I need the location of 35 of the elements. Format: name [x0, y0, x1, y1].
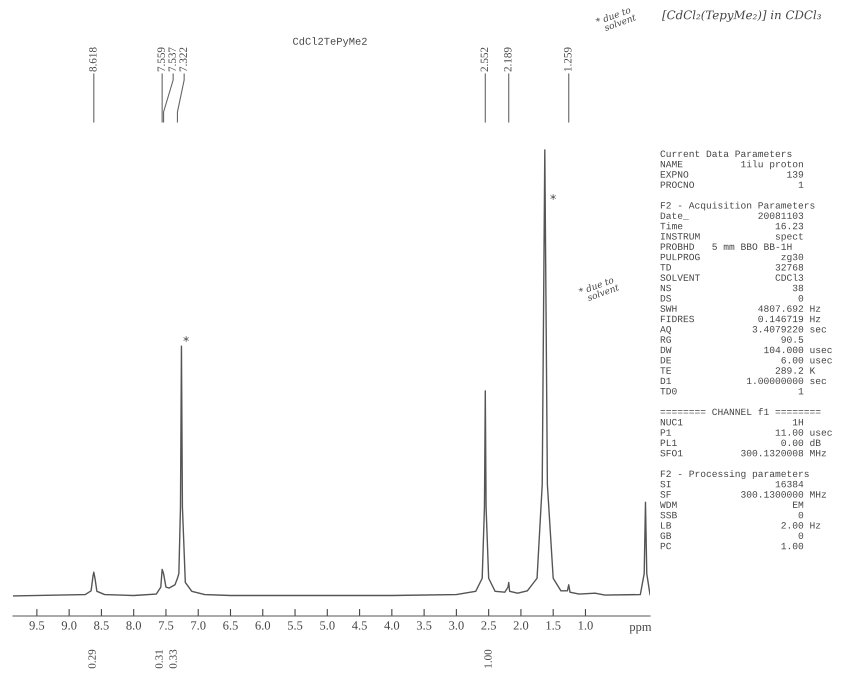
text: Current Data Parameters NAME 1ilu proton EXPNO 139 PROCNO 1 F2 - Acquisition Parameters Date_ 20081103 Time 16.23 INSTRUM spect PROBHD 5 mm BBO BB-1H PULPROG zg30 TD 32768 SOLVENT CDCl3 NS 38 DS 0 SWH 4807.692 Hz FIDRES 0.146719 Hz AQ 3.4079220 sec RG 90.5 DW 104.000 usec DE 6.00 usec TE 289.2 K D1 1.00000000 sec TD0 1 ======== CHANNEL f1 ======== NUC1 1H P1 11.00 usec PL1 0.00 dB SFO1 300.1320008 MHz F2 - Processing parameters SI 16384 SF 300.1300000 MHz WDM EM SSB 0 LB 2.00 Hz GB 0 PC 1.00 — [660, 150, 832, 550]
x-tick-label: 2.0 — [514, 621, 528, 630]
text: 0.29 — [88, 650, 96, 668]
annotation: * — [550, 194, 556, 200]
text: 0.31 — [155, 650, 163, 668]
text: 1.00 — [484, 650, 492, 668]
x-tick-label: 7.5 — [158, 621, 174, 630]
x-tick-label: 9.0 — [62, 621, 76, 630]
x-tick-label: 3.5 — [416, 621, 432, 630]
text: 0.33 — [169, 650, 177, 668]
x-tick-label: 6.5 — [223, 621, 238, 630]
annotation: 1.259 — [564, 47, 572, 72]
text: [CdCl₂(TepyMe₂)] in CDCl₃ — [662, 10, 821, 22]
x-tick-label: 9.5 — [29, 621, 44, 630]
x-tick-label: 2.5 — [481, 621, 496, 630]
x-tick-label: 4.0 — [384, 621, 400, 630]
x-tick-label: 8.0 — [126, 621, 142, 630]
annotation: 7.322 — [179, 48, 187, 72]
x-tick-label: 1.0 — [578, 621, 593, 630]
x-tick-label: 5.0 — [320, 621, 335, 630]
annotation: 7.537 — [168, 47, 176, 72]
x-tick-label: 5.5 — [288, 621, 302, 630]
x-tick-label: 6.0 — [255, 621, 270, 630]
chart-title: CdCl2TePyMe2 — [293, 37, 367, 47]
x-tick-label: 7.0 — [191, 621, 206, 630]
x-tick-label: 1.5 — [546, 621, 561, 630]
annotation: * — [183, 336, 189, 342]
x-axis-title: ppm — [630, 624, 652, 634]
x-tick-label: 3.0 — [449, 621, 464, 630]
annotation: 8.618 — [89, 47, 97, 72]
annotation: 2.189 — [504, 47, 512, 72]
x-tick-label: 8.5 — [94, 621, 109, 630]
annotation: 2.552 — [480, 48, 488, 72]
annotation: 7.559 — [157, 47, 165, 72]
x-tick-label: 4.5 — [352, 621, 367, 630]
